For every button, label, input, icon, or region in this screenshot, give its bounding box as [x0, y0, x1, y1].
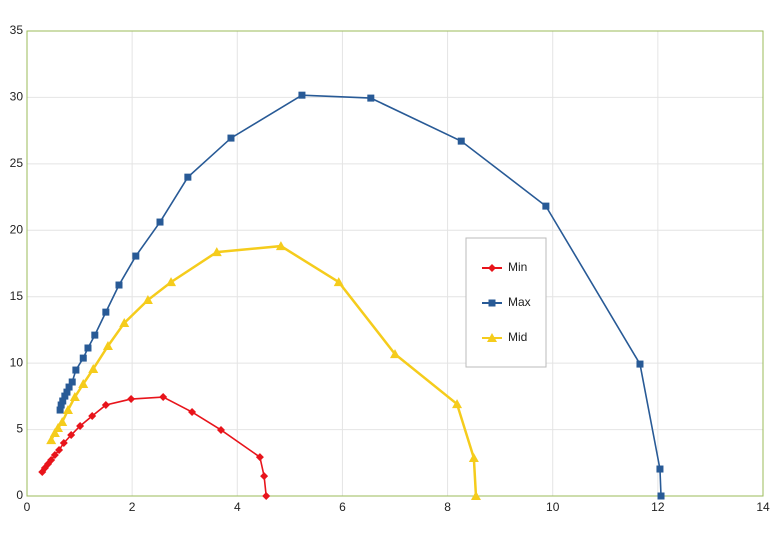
- marker: [333, 277, 344, 287]
- marker: [47, 455, 56, 464]
- x-tick-label: 6: [339, 500, 346, 514]
- y-tick-label: 10: [10, 355, 24, 369]
- y-tick-label: 20: [10, 222, 24, 236]
- marker: [468, 453, 479, 463]
- marker: [656, 465, 664, 473]
- marker: [79, 354, 87, 362]
- legend-box: [465, 237, 547, 368]
- marker: [159, 393, 168, 402]
- marker: [72, 366, 80, 374]
- marker: [68, 378, 76, 386]
- y-tick-label: 30: [10, 90, 24, 104]
- marker: [367, 94, 375, 102]
- marker: [298, 91, 306, 99]
- marker: [132, 252, 140, 260]
- marker: [119, 318, 130, 328]
- x-tick-label: 14: [756, 500, 770, 514]
- marker: [101, 400, 110, 409]
- marker: [470, 491, 481, 500]
- marker: [227, 134, 235, 142]
- marker: [55, 446, 64, 455]
- x-tick-label: 2: [129, 500, 136, 514]
- marker: [211, 247, 222, 257]
- marker: [56, 406, 64, 414]
- marker: [102, 341, 113, 351]
- marker: [76, 421, 85, 430]
- marker: [127, 395, 136, 404]
- y-tick-label: 0: [16, 488, 23, 502]
- marker: [188, 408, 197, 417]
- marker: [488, 264, 496, 272]
- marker: [59, 438, 68, 447]
- marker: [488, 299, 496, 307]
- marker: [57, 416, 68, 426]
- marker: [91, 331, 99, 339]
- marker: [636, 360, 644, 368]
- marker: [255, 453, 264, 462]
- y-tick-label: 35: [10, 23, 24, 37]
- marker: [63, 405, 74, 415]
- plot-border: [26, 30, 764, 497]
- marker: [50, 450, 59, 459]
- marker: [61, 392, 69, 400]
- marker: [216, 425, 225, 434]
- x-tick-label: 10: [546, 500, 560, 514]
- y-tick-label: 5: [16, 422, 23, 436]
- series-line: [50, 244, 478, 497]
- marker: [59, 397, 67, 405]
- marker: [46, 435, 57, 445]
- marker: [115, 281, 123, 289]
- marker: [67, 431, 76, 440]
- y-tick-label: 15: [10, 289, 24, 303]
- series-line: [41, 396, 267, 497]
- marker: [657, 492, 665, 500]
- marker: [275, 241, 286, 251]
- marker: [53, 422, 64, 432]
- marker: [65, 383, 73, 391]
- series-line: [59, 94, 662, 497]
- marker: [57, 401, 65, 409]
- marker: [156, 218, 164, 226]
- legend-label: Max: [508, 295, 531, 309]
- legend-label: Min: [508, 260, 527, 274]
- y-tick-label: 25: [10, 156, 24, 170]
- x-tick-label: 12: [651, 500, 665, 514]
- marker: [487, 333, 497, 342]
- marker: [88, 363, 99, 373]
- marker: [184, 173, 192, 181]
- marker: [63, 388, 71, 396]
- marker: [69, 392, 80, 402]
- marker: [457, 137, 465, 145]
- x-tick-label: 8: [444, 500, 451, 514]
- marker: [84, 344, 92, 352]
- marker: [452, 399, 463, 409]
- marker: [166, 277, 177, 287]
- marker: [49, 428, 60, 438]
- x-tick-label: 4: [234, 500, 241, 514]
- marker: [78, 379, 89, 389]
- marker: [142, 295, 153, 305]
- marker: [262, 492, 271, 500]
- marker: [260, 472, 269, 481]
- x-tick-label: 0: [24, 500, 31, 514]
- marker: [542, 202, 550, 210]
- legend-label: Mid: [508, 330, 527, 344]
- marker: [88, 412, 97, 421]
- marker: [390, 349, 400, 359]
- marker: [102, 308, 110, 316]
